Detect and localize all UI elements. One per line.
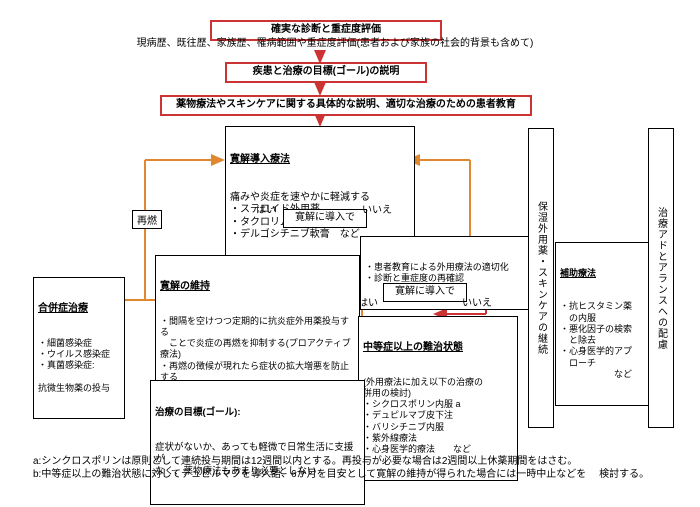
refract-title: 中等症以上の難治状態 [363,342,513,355]
refract-body: (外用療法に加え以下の治療の 併用の検討) ・シクロスポリン内服 a ・デュピル… [363,377,513,456]
q2-no: いいえ [462,298,492,311]
education-text: 薬物療法やスキンケアに関する具体的な説明、適切な治療のための患者教育 [176,99,516,110]
box-goal: 治療の目標(ゴール): 症状がないか、あっても軽微で日常生活に支援が なく、薬物… [150,380,365,505]
diagnosis-subtitle: 現病歴、既往歴、家族歴、罹病範囲や重症度評価(患者および家族の社会的背景も含めて… [120,38,550,51]
goal-explain-text: 疾患と治療の目標(ゴール)の説明 [253,66,400,77]
q1-no: いいえ [362,205,392,218]
box-q2: 寛解に導入で [383,283,467,302]
box-comorbidity: 合併症治療 ・細菌感染症 ・ウイルス感染症 ・真菌感染症: 抗微生物薬の投与 [33,277,125,419]
relapse-text: 再燃 [137,216,157,227]
q2-yes: はい [358,298,378,311]
adjunct-body: ・抗ヒスタミン薬 の内服 ・悪化因子の検索 と除去 ・心身医学的アプ ローチ な… [560,301,645,380]
reeval-body: ・患者教育による外用療法の適切化 ・診断と重症度の再確認 [365,262,525,285]
induction-title: 寛解導入療法 [230,154,410,167]
footnote-b: b:中等症以上の難治状態に対してデュピルマブを導入語、6か月を目安として寛解の維… [33,468,663,481]
comorb-title: 合併症治療 [38,303,120,316]
box-moisturizer: 保湿外用薬・スキンケアの継続 [528,128,554,428]
moisturizer-text: 保湿外用薬・スキンケアの継続 [534,201,549,355]
box-goal-explain: 疾患と治療の目標(ゴール)の説明 [225,62,427,83]
adherence-text: 治療アドとアランスへの配慮 [654,207,669,350]
comorb-body: ・細菌感染症 ・ウイルス感染症 ・真菌感染症: 抗微生物薬の投与 [38,338,120,394]
box-adjunct: 補助療法 ・抗ヒスタミン薬 の内服 ・悪化因子の検索 と除去 ・心身医学的アプ … [555,242,650,406]
footnote-a: a:シンクロスポリンは原則として連続投与期間は12週間以内とする。再投与が必要な… [33,455,663,468]
q2-text: 寛解に導入で [395,286,455,297]
label-relapse: 再燃 [132,210,162,229]
goal-title: 治療の目標(ゴール): [155,407,360,419]
box-education: 薬物療法やスキンケアに関する具体的な説明、適切な治療のための患者教育 [160,95,532,116]
adjunct-title: 補助療法 [560,268,645,279]
q1-text: 寛解に導入で [295,212,355,223]
box-q1: 寛解に導入で [283,209,367,228]
q1-yes: はい [256,205,276,218]
box-adherence: 治療アドとアランスへの配慮 [648,128,674,428]
maint-title: 寛解の維持 [160,281,355,294]
diagnosis-title: 確実な診断と重症度評価 [271,24,381,35]
